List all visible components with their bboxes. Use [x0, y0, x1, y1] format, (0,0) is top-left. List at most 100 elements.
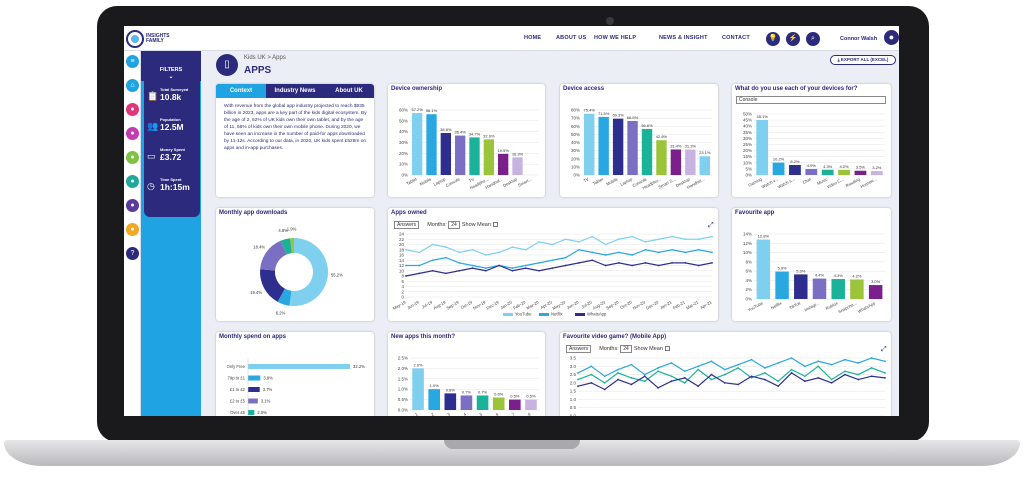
expand-icon[interactable]: ⤢ — [708, 222, 714, 229]
data-point — [763, 367, 766, 369]
data-point — [418, 264, 421, 267]
device-ownership-card: Device ownership 0% 10% 20% 30% 40% 50% 60% 57.2… — [388, 84, 545, 197]
bar — [772, 162, 785, 175]
data-label: 0.8% — [446, 387, 456, 392]
chevron-down-icon: ⌄ — [168, 74, 174, 80]
category-icon-5[interactable]: ● — [126, 175, 139, 188]
data-point — [524, 264, 527, 267]
y-tick-label: 30% — [399, 140, 408, 145]
data-point — [577, 378, 579, 381]
data-label: 19.4% — [250, 290, 262, 295]
nav-news-insight[interactable]: NEWS & INSIGHT — [659, 35, 708, 41]
category-icon-2[interactable]: ● — [126, 103, 139, 116]
y-tick-label: 8% — [745, 259, 752, 264]
search-icon[interactable]: ⌕ — [806, 32, 820, 46]
console-select[interactable]: Console — [736, 96, 888, 104]
data-point — [697, 238, 700, 241]
nav-how-we-help[interactable]: HOW WE HELP — [594, 35, 637, 41]
y-tick-label: 3.0 — [570, 364, 577, 369]
data-point — [630, 376, 633, 379]
category-icon-3[interactable]: ● — [126, 127, 139, 140]
data-point — [657, 238, 660, 241]
y-tick-label: 22 — [399, 237, 405, 242]
y-tick-label: 40% — [571, 140, 580, 145]
y-tick-label: 0% — [573, 173, 580, 178]
expand-icon[interactable]: ⤢ — [881, 346, 887, 353]
laptop-notch — [444, 440, 580, 449]
data-point — [431, 243, 434, 246]
tab-about-uk[interactable]: About UK — [335, 88, 363, 94]
y-tick-label: 79p to £1 — [228, 376, 246, 381]
data-label: 36.4% — [454, 130, 466, 135]
x-tick-label: Mobile — [419, 176, 433, 187]
lightning-icon[interactable]: ⚡ — [786, 32, 800, 46]
logo[interactable]: INSIGHTS FAMILY — [126, 29, 182, 49]
export-button[interactable]: ⤓ EXPORT ALL (EXCEL) — [830, 55, 896, 65]
data-point — [471, 264, 474, 267]
data-label: 4.4% — [815, 273, 825, 278]
category-icon-7[interactable]: ● — [126, 223, 139, 236]
user-name[interactable]: Connor Walsh — [840, 36, 878, 42]
x-tick-label: Jan-21 — [659, 299, 673, 310]
tab-context[interactable]: Context — [216, 84, 266, 98]
data-point — [657, 386, 659, 389]
data-label: 10.2% — [773, 157, 785, 162]
card-title: Favourite app — [735, 210, 775, 216]
y-tick-label: 40% — [399, 129, 408, 134]
home-icon[interactable]: ⌂ — [126, 79, 139, 92]
data-point — [657, 251, 660, 254]
y-tick-label: 4 — [401, 284, 404, 289]
export-label: EXPORT ALL (EXCEL) — [840, 57, 889, 62]
data-point — [551, 243, 554, 246]
lightbulb-icon[interactable]: 💡 — [766, 32, 780, 46]
nav-home[interactable]: HOME — [524, 35, 542, 41]
show-mean-checkbox[interactable] — [664, 346, 670, 352]
data-point — [804, 375, 806, 378]
bar — [460, 395, 473, 410]
x-tick-label: Apr-21 — [699, 299, 713, 310]
bar — [248, 387, 260, 392]
nav-about-us[interactable]: ABOUT US — [556, 35, 587, 41]
clipboard-icon: 📋 — [147, 91, 159, 101]
data-point — [671, 261, 673, 264]
category-icon-4[interactable]: ● — [126, 151, 139, 164]
menu-icon[interactable]: ≡ — [126, 55, 139, 68]
x-tick-label: Feb-21 — [672, 299, 687, 310]
tablet-icon: ▯ — [216, 54, 238, 76]
data-point — [578, 261, 580, 264]
data-point — [657, 367, 659, 369]
months-select[interactable]: 24 — [620, 345, 632, 353]
x-tick-label: Laptop — [619, 176, 633, 187]
filters-toggle[interactable]: FILTERS ⌄ — [141, 51, 201, 81]
breadcrumb[interactable]: Kids UK > Apps — [244, 55, 286, 61]
legend-swatch — [539, 313, 549, 316]
card-title: New apps this month? — [391, 334, 456, 340]
data-point — [643, 375, 646, 378]
webcam — [606, 17, 614, 25]
y-tick-label: 10% — [399, 162, 408, 167]
data-point — [498, 264, 501, 267]
data-label: 0.7% — [462, 389, 472, 394]
nav-contact[interactable]: CONTACT — [722, 35, 750, 41]
data-point — [604, 254, 607, 256]
x-tick-label: Dec-19 — [485, 299, 500, 310]
answers-select[interactable]: Answers — [394, 221, 420, 229]
avatar-icon[interactable]: ● — [884, 30, 899, 45]
y-tick-label: 30% — [743, 136, 752, 141]
card-title: Favourite video game? (Mobile App) — [563, 334, 667, 340]
data-point — [590, 381, 593, 384]
bar — [656, 140, 667, 175]
console-select-value[interactable]: Console — [736, 96, 886, 104]
x-tick-label: Chat — [802, 176, 813, 185]
y-tick-label: Only Free — [227, 364, 246, 369]
show-mean-checkbox[interactable] — [492, 222, 498, 228]
answers-select[interactable]: Answers — [566, 345, 592, 353]
data-point — [697, 385, 700, 388]
category-icon-6[interactable]: ● — [126, 199, 139, 212]
help-icon[interactable]: ? — [126, 247, 139, 260]
x-tick-label: Jun-19 — [406, 299, 420, 310]
months-select[interactable]: 24 — [448, 221, 460, 229]
data-label: 32.9% — [483, 133, 495, 138]
x-tick-label: Snapcha... — [837, 300, 857, 314]
tab-industry-news[interactable]: Industry News — [274, 88, 316, 94]
